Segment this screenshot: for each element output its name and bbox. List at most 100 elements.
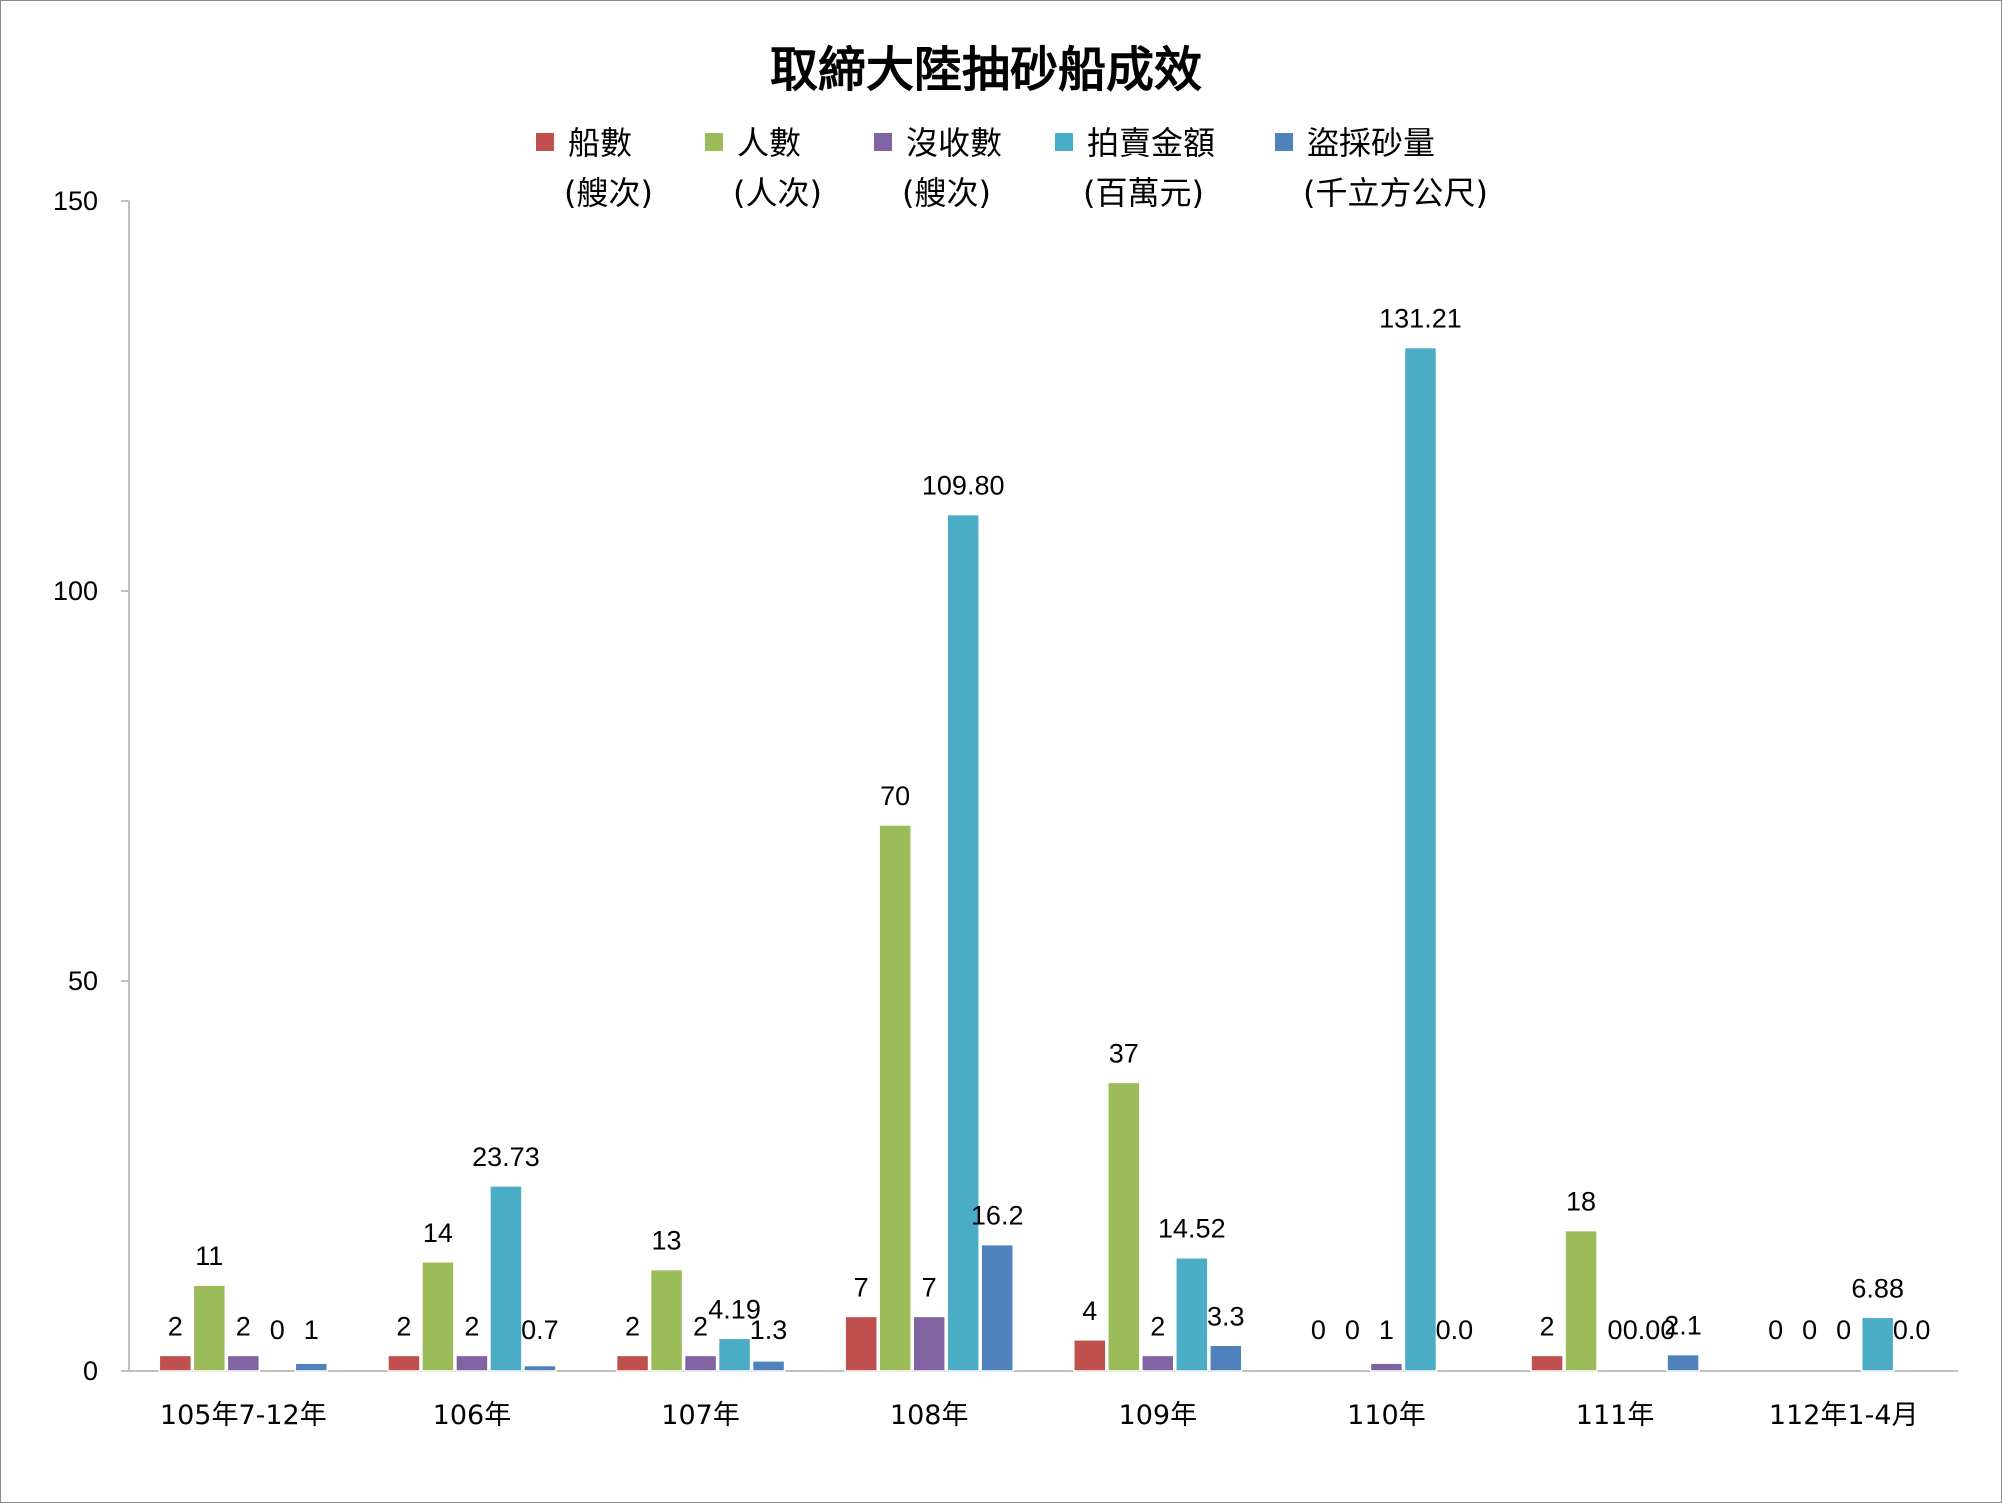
- data-label: 13: [652, 1226, 682, 1256]
- legend-swatch: [1275, 133, 1293, 151]
- data-label: 2: [693, 1311, 708, 1341]
- legend-swatch: [874, 133, 892, 151]
- data-label: 18: [1566, 1187, 1596, 1217]
- x-category-label: 109年: [1119, 1400, 1198, 1431]
- data-label: 7: [854, 1272, 869, 1302]
- bar: [1107, 1081, 1141, 1372]
- bar: [1209, 1344, 1243, 1372]
- data-label: 2: [1150, 1311, 1165, 1341]
- legend-series-unit: (人次): [733, 174, 822, 212]
- data-label: 0: [1608, 1315, 1623, 1345]
- y-tick-label: 150: [53, 186, 98, 216]
- bar: [649, 1268, 684, 1372]
- bar: [1530, 1354, 1564, 1372]
- bar: [158, 1354, 193, 1372]
- data-label: 23.73: [472, 1142, 540, 1172]
- legend-swatch: [705, 133, 723, 151]
- data-label: 4: [1082, 1296, 1097, 1326]
- data-label: 131.21: [1379, 304, 1462, 334]
- data-label: 2: [236, 1311, 251, 1341]
- bar: [1175, 1256, 1209, 1372]
- legend-series-name: 盜採砂量: [1307, 124, 1435, 162]
- data-label: 2: [625, 1311, 640, 1341]
- legend-series-name: 船數: [568, 124, 632, 162]
- legend-series-name: 沒收數: [906, 124, 1002, 162]
- y-tick-label: 50: [68, 966, 98, 996]
- data-label: 16.2: [971, 1201, 1024, 1231]
- legend-series-name: 人數: [737, 124, 801, 162]
- data-label: 0: [270, 1315, 285, 1345]
- data-label: 0.0: [1436, 1315, 1474, 1345]
- legend-series-name: 拍賣金額: [1087, 124, 1215, 162]
- data-label: 0: [1836, 1315, 1851, 1345]
- data-label: 2.1: [1664, 1311, 1702, 1341]
- bar: [455, 1354, 489, 1372]
- bar: [980, 1243, 1014, 1372]
- bar: [192, 1284, 227, 1372]
- data-label: 2: [464, 1311, 479, 1341]
- bar: [294, 1362, 329, 1372]
- legend-swatch: [536, 133, 554, 151]
- bar: [226, 1354, 261, 1372]
- data-label: 70: [880, 781, 910, 811]
- data-label: 0: [1768, 1315, 1783, 1345]
- bar: [1369, 1362, 1404, 1372]
- data-label: 2: [1540, 1311, 1555, 1341]
- bar: [946, 513, 980, 1372]
- legend-series-unit: (艘次): [902, 174, 991, 212]
- data-label: 14.52: [1158, 1214, 1226, 1244]
- data-label: 1.3: [750, 1315, 788, 1345]
- bar: [1860, 1316, 1895, 1372]
- bar: [615, 1354, 650, 1372]
- bars: [158, 346, 1895, 1372]
- bar: [523, 1364, 557, 1372]
- data-label: 0.00: [1623, 1315, 1676, 1345]
- data-label: 0.7: [521, 1315, 559, 1345]
- x-category-label: 111年: [1576, 1400, 1655, 1431]
- data-label: 1: [304, 1315, 319, 1345]
- y-tick-label: 0: [83, 1356, 98, 1386]
- x-category-label: 105年7-12年: [160, 1400, 327, 1431]
- bar: [421, 1261, 455, 1372]
- data-label: 0.0: [1893, 1315, 1931, 1345]
- bar: [1564, 1229, 1598, 1372]
- bar: [717, 1337, 752, 1372]
- data-label: 2: [168, 1311, 183, 1341]
- data-label: 1: [1379, 1315, 1394, 1345]
- data-label: 14: [423, 1218, 453, 1248]
- data-label: 7: [922, 1272, 937, 1302]
- x-category-label: 107年: [661, 1400, 740, 1431]
- data-label: 0: [1802, 1315, 1817, 1345]
- legend-series-unit: (百萬元): [1083, 174, 1204, 212]
- bar: [1073, 1339, 1107, 1372]
- legend: 船數 (艘次) 人數 (人次) 沒收數 (艘次) 拍賣金額 (百萬元) 盜採砂量 (千立方公尺): [536, 124, 1488, 212]
- bar: [751, 1360, 786, 1372]
- bar: [489, 1185, 523, 1372]
- legend-series-unit: (艘次): [564, 174, 653, 212]
- data-label: 0: [1345, 1315, 1360, 1345]
- data-label: 3.3: [1207, 1301, 1245, 1331]
- bar: [387, 1354, 421, 1372]
- legend-series-unit: (千立方公尺): [1303, 174, 1488, 212]
- bar: [683, 1354, 718, 1372]
- x-category-label: 112年1-4月: [1769, 1400, 1919, 1431]
- x-category-label: 108年: [890, 1400, 969, 1431]
- data-label: 2: [396, 1311, 411, 1341]
- bar: [1403, 346, 1438, 1372]
- y-tick-label: 100: [53, 576, 98, 606]
- bar: [1666, 1353, 1700, 1372]
- data-label: 109.80: [922, 471, 1005, 501]
- data-label: 4.19: [708, 1294, 761, 1324]
- bar: [844, 1315, 878, 1372]
- data-label: 0: [1311, 1315, 1326, 1345]
- bar: [912, 1315, 946, 1372]
- data-label: 6.88: [1851, 1273, 1904, 1303]
- bar: [878, 824, 912, 1372]
- bar: [1141, 1354, 1175, 1372]
- x-category-label: 106年: [433, 1400, 512, 1431]
- x-category-label: 110年: [1347, 1400, 1426, 1431]
- data-label: 11: [195, 1241, 223, 1271]
